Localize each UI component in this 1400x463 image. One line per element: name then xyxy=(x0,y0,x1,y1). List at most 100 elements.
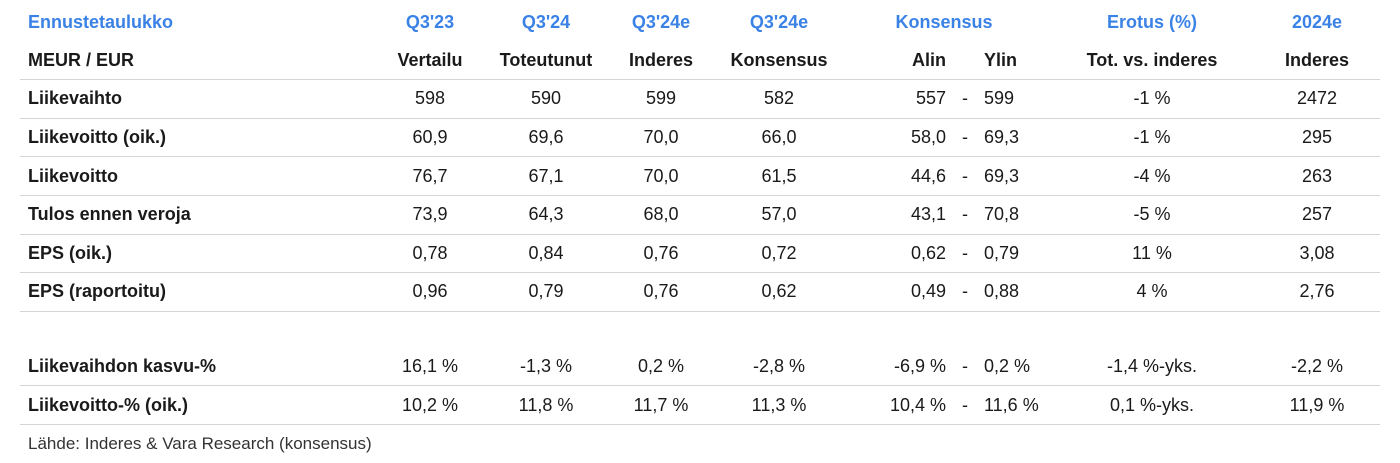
table-row: Tulos ennen veroja 73,9 64,3 68,0 57,0 43,1-7… xyxy=(20,195,1380,235)
cell-c7: 263 xyxy=(1254,156,1380,196)
cell-c7: 2,76 xyxy=(1254,272,1380,312)
cell-erotus: -4 % xyxy=(1050,156,1254,196)
cell-alin: 10,4 % xyxy=(838,385,950,425)
col-header-konsensus: Konsensus xyxy=(895,12,993,33)
cell-c1: 73,9 xyxy=(370,195,490,235)
cell-c4: -2,8 % xyxy=(720,347,838,387)
cell-erotus: 11 % xyxy=(1050,234,1254,274)
cell-erotus: -1,4 %-yks. xyxy=(1050,347,1254,387)
cell-ylin: 11,6 % xyxy=(980,385,1050,425)
cell-c1: 10,2 % xyxy=(370,385,490,425)
col-header-q3-23: Q3'23 xyxy=(405,12,455,33)
source-note: Lähde: Inderes & Vara Research (konsensu… xyxy=(28,433,372,453)
col-header-q3-24: Q3'24 xyxy=(521,12,571,33)
cell-ylin: 0,79 xyxy=(980,234,1050,274)
cell-ylin: 70,8 xyxy=(980,195,1050,235)
cell-c4: 0,72 xyxy=(720,234,838,274)
unit-label: MEUR / EUR xyxy=(20,41,370,81)
subheader-toteutunut: Toteutunut xyxy=(490,41,602,81)
cell-ylin: 0,2 % xyxy=(980,347,1050,387)
header-row-1: Ennustetaulukko Q3'23 Q3'24 Q3'24e Q3'24… xyxy=(20,4,1380,42)
subheader-alin: Alin xyxy=(838,41,950,81)
cell-dash: - xyxy=(950,195,980,235)
cell-dash: - xyxy=(950,79,980,119)
cell-c3: 70,0 xyxy=(602,156,720,196)
cell-c3: 599 xyxy=(602,79,720,119)
cell-ylin: 0,88 xyxy=(980,272,1050,312)
cell-alin: 557 xyxy=(838,79,950,119)
cell-dash: - xyxy=(950,272,980,312)
cell-alin: 0,62 xyxy=(838,234,950,274)
spacer-cell xyxy=(20,311,1380,348)
cell-c4: 582 xyxy=(720,79,838,119)
source-row: Lähde: Inderes & Vara Research (konsensu… xyxy=(20,424,1380,462)
cell-c7: 2472 xyxy=(1254,79,1380,119)
row-label: Tulos ennen veroja xyxy=(20,195,370,235)
cell-c1: 598 xyxy=(370,79,490,119)
cell-c4: 11,3 % xyxy=(720,385,838,425)
cell-alin: 44,6 xyxy=(838,156,950,196)
subheader-konsensus: Konsensus xyxy=(720,41,838,81)
table-row: Liikevaihdon kasvu-% 16,1 % -1,3 % 0,2 % -2,… xyxy=(20,347,1380,387)
subheader-inderes: Inderes xyxy=(602,41,720,81)
col-header-2024e: 2024e xyxy=(1291,12,1343,33)
cell-c1: 60,9 xyxy=(370,118,490,158)
row-label: Liikevoitto xyxy=(20,156,370,196)
cell-c2: 0,84 xyxy=(490,234,602,274)
table-row: EPS (raportoitu) 0,96 0,79 0,76 0,62 0,49-0,8… xyxy=(20,272,1380,312)
cell-c3: 0,2 % xyxy=(602,347,720,387)
cell-c4: 66,0 xyxy=(720,118,838,158)
row-label: EPS (raportoitu) xyxy=(20,272,370,312)
col-header-q3-24e-konsensus: Q3'24e xyxy=(749,12,809,33)
cell-c1: 0,78 xyxy=(370,234,490,274)
table-row: EPS (oik.) 0,78 0,84 0,76 0,72 0,62-0,79 11 % 3… xyxy=(20,234,1380,274)
subheader-vertailu: Vertailu xyxy=(370,41,490,81)
row-label: Liikevoitto-% (oik.) xyxy=(20,385,370,425)
cell-c2: 0,79 xyxy=(490,272,602,312)
subheader-tot-vs-inderes: Tot. vs. inderes xyxy=(1050,41,1254,81)
cell-erotus: 4 % xyxy=(1050,272,1254,312)
table-row: Liikevoitto 76,7 67,1 70,0 61,5 44,6-69,3 -4 %… xyxy=(20,156,1380,196)
cell-c3: 0,76 xyxy=(602,234,720,274)
cell-erotus: -5 % xyxy=(1050,195,1254,235)
cell-c2: 67,1 xyxy=(490,156,602,196)
cell-c2: 590 xyxy=(490,79,602,119)
cell-c1: 76,7 xyxy=(370,156,490,196)
cell-c4: 61,5 xyxy=(720,156,838,196)
cell-c3: 70,0 xyxy=(602,118,720,158)
col-header-erotus: Erotus (%) xyxy=(1107,12,1197,33)
cell-c2: 11,8 % xyxy=(490,385,602,425)
subheader-gap xyxy=(950,41,980,81)
cell-c7: -2,2 % xyxy=(1254,347,1380,387)
cell-dash: - xyxy=(950,347,980,387)
cell-c2: -1,3 % xyxy=(490,347,602,387)
cell-c7: 295 xyxy=(1254,118,1380,158)
forecast-table: Ennustetaulukko Q3'23 Q3'24 Q3'24e Q3'24… xyxy=(20,4,1380,463)
cell-c7: 3,08 xyxy=(1254,234,1380,274)
cell-c7: 257 xyxy=(1254,195,1380,235)
row-label: EPS (oik.) xyxy=(20,234,370,274)
cell-c3: 0,76 xyxy=(602,272,720,312)
cell-c3: 68,0 xyxy=(602,195,720,235)
cell-erotus: -1 % xyxy=(1050,118,1254,158)
col-header-q3-24e-inderes: Q3'24e xyxy=(631,12,691,33)
cell-c2: 69,6 xyxy=(490,118,602,158)
subheader-inderes-2024: Inderes xyxy=(1254,41,1380,81)
table-title: Ennustetaulukko xyxy=(28,12,174,33)
header-row-2: MEUR / EUR Vertailu Toteutunut Inderes K… xyxy=(20,41,1380,81)
cell-dash: - xyxy=(950,118,980,158)
cell-ylin: 599 xyxy=(980,79,1050,119)
cell-ylin: 69,3 xyxy=(980,118,1050,158)
cell-c4: 0,62 xyxy=(720,272,838,312)
table-row: Liikevaihto 598 590 599 582 557-599 -1 % 2472 xyxy=(20,79,1380,119)
cell-dash: - xyxy=(950,234,980,274)
row-label: Liikevaihto xyxy=(20,79,370,119)
row-label: Liikevoitto (oik.) xyxy=(20,118,370,158)
table-body-ratios: Liikevaihdon kasvu-% 16,1 % -1,3 % 0,2 % -2,… xyxy=(20,347,1380,425)
cell-c7: 11,9 % xyxy=(1254,385,1380,425)
subheader-ylin: Ylin xyxy=(980,41,1050,81)
cell-ylin: 69,3 xyxy=(980,156,1050,196)
cell-alin: -6,9 % xyxy=(838,347,950,387)
cell-c3: 11,7 % xyxy=(602,385,720,425)
